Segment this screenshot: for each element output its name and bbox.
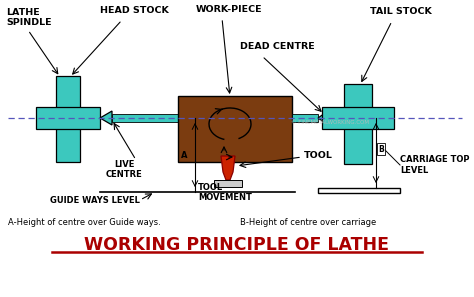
Polygon shape: [318, 111, 328, 125]
Polygon shape: [221, 156, 235, 180]
Text: A-Height of centre over Guide ways.: A-Height of centre over Guide ways.: [8, 218, 161, 227]
Text: A: A: [181, 151, 187, 159]
Text: WORKING PRINCIPLE OF LATHE: WORKING PRINCIPLE OF LATHE: [84, 236, 390, 254]
Polygon shape: [100, 111, 112, 125]
Text: LIVE
CENTRE: LIVE CENTRE: [106, 160, 142, 179]
Bar: [36, 107, 100, 129]
Text: TAIL STOCK: TAIL STOCK: [370, 7, 432, 16]
Bar: [112, 114, 178, 122]
Text: B-Height of centre over carriage: B-Height of centre over carriage: [240, 218, 376, 227]
Text: DEAD CENTRE: DEAD CENTRE: [240, 42, 315, 51]
Text: © FINEMETALWORKING.COM: © FINEMETALWORKING.COM: [291, 119, 369, 124]
Text: HEAD STOCK: HEAD STOCK: [100, 6, 169, 15]
Bar: [344, 84, 372, 164]
Text: CARRIAGE TOP
LEVEL: CARRIAGE TOP LEVEL: [400, 155, 470, 175]
Text: B: B: [378, 145, 384, 154]
Bar: [322, 107, 394, 129]
Text: TOOL
MOVEMENT: TOOL MOVEMENT: [198, 183, 252, 202]
Text: LATHE
SPINDLE: LATHE SPINDLE: [6, 8, 52, 27]
Bar: [56, 76, 80, 162]
Bar: [292, 114, 318, 122]
Text: TOOL: TOOL: [304, 151, 333, 160]
Bar: [318, 188, 400, 193]
Text: WORK-PIECE: WORK-PIECE: [196, 5, 263, 14]
Bar: [178, 96, 292, 162]
Bar: [214, 180, 242, 187]
Text: GUIDE WAYS LEVEL: GUIDE WAYS LEVEL: [50, 196, 140, 205]
